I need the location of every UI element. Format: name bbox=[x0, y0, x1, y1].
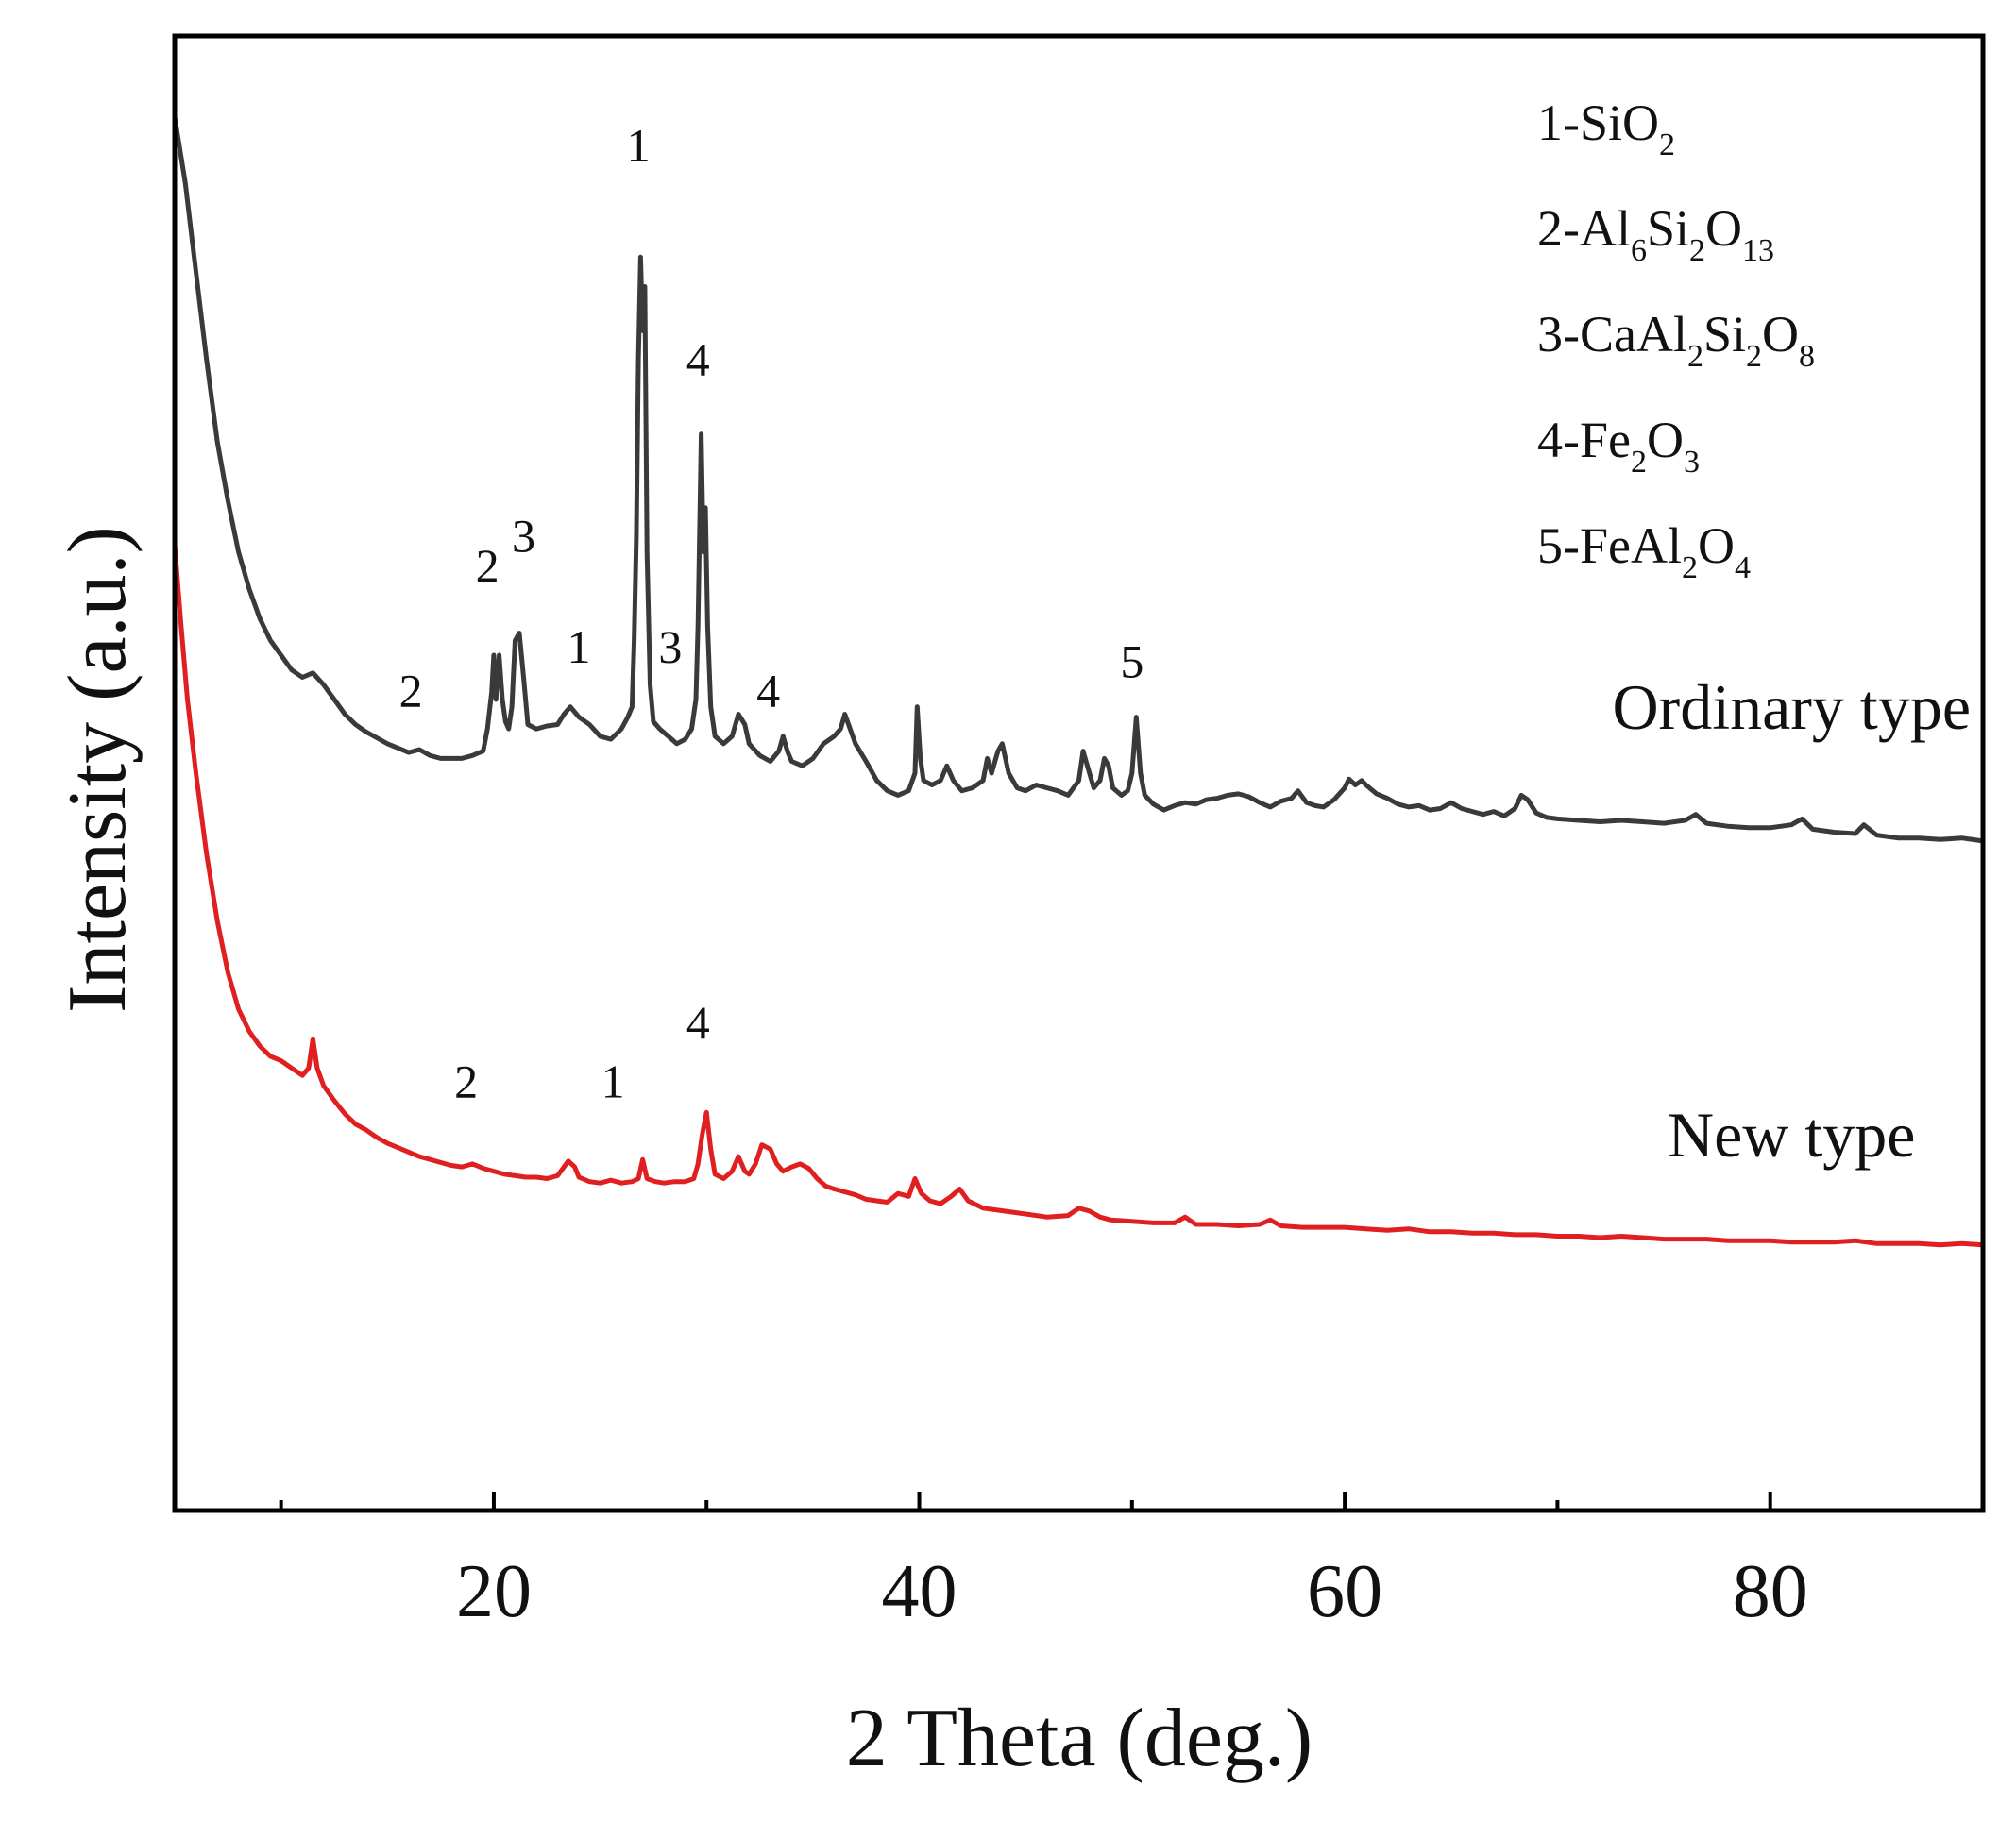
peak-label: 1 bbox=[601, 1055, 625, 1108]
series-line-new-type bbox=[172, 542, 1986, 1248]
peak-label: 4 bbox=[686, 332, 710, 385]
peak-label: 2 bbox=[454, 1055, 478, 1108]
peak-label: 3 bbox=[512, 510, 535, 563]
x-axis-tick-labels: 20 40 60 80 bbox=[456, 1550, 1808, 1633]
legend-entry: 3-CaAl2Si2O8 bbox=[1537, 306, 1815, 374]
y-axis-label: Intensity (a.u.) bbox=[52, 526, 144, 1013]
x-axis-label: 2 Theta (deg.) bbox=[846, 1693, 1313, 1784]
series-labels: Ordinary type New type bbox=[1612, 671, 1971, 1171]
plot-area-frame bbox=[172, 33, 1986, 1513]
legend-entry: 4-Fe2O3 bbox=[1537, 412, 1700, 480]
peak-label: 1 bbox=[627, 119, 651, 172]
series-label: New type bbox=[1668, 1099, 1915, 1171]
legend-entry: 1-SiO2 bbox=[1537, 94, 1675, 162]
peak-label: 3 bbox=[658, 620, 682, 673]
legend-entry: 5-FeAl2O4 bbox=[1537, 517, 1751, 585]
series-label: Ordinary type bbox=[1612, 671, 1971, 743]
peak-label: 4 bbox=[756, 665, 780, 717]
x-tick-label: 60 bbox=[1307, 1550, 1382, 1633]
x-tick-label: 20 bbox=[456, 1550, 532, 1633]
x-tick-label: 80 bbox=[1733, 1550, 1808, 1633]
peak-label: 2 bbox=[399, 665, 423, 717]
legend: 1-SiO2 2-Al6Si2O13 3-CaAl2Si2O8 4-Fe2O3 5-Fe… bbox=[1537, 94, 1815, 585]
peak-label: 5 bbox=[1120, 634, 1144, 687]
series-line-ordinary-type bbox=[172, 114, 1986, 844]
x-tick-label: 40 bbox=[882, 1550, 957, 1633]
peak-label: 2 bbox=[476, 539, 500, 592]
x-axis-ticks bbox=[279, 1492, 1985, 1510]
legend-entry: 2-Al6Si2O13 bbox=[1537, 200, 1774, 268]
peak-label: 4 bbox=[686, 996, 710, 1049]
peak-label: 1 bbox=[568, 620, 591, 673]
series-layer bbox=[172, 114, 1986, 1248]
